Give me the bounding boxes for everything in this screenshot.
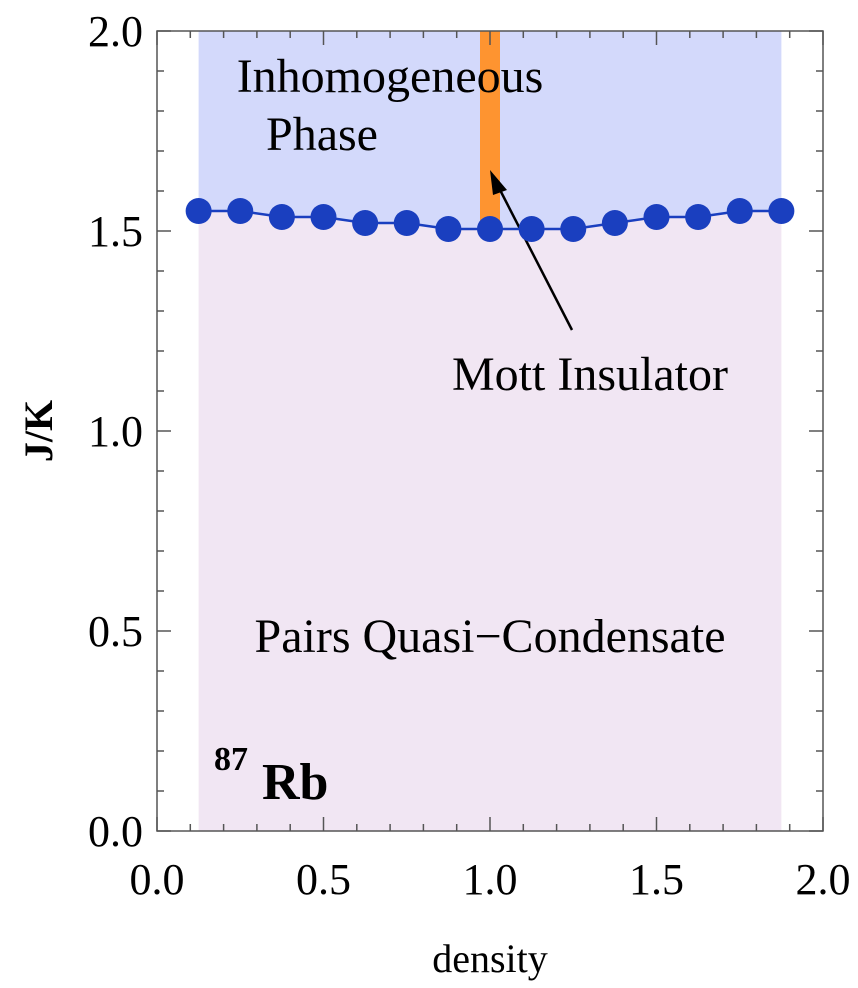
mott-insulator-arrow-shaft [496,185,574,331]
x-tick-label: 1.0 [463,855,518,904]
region-pairs-quasi-condensate [198,211,782,831]
mott-insulator-label: Mott Insulator [452,348,728,401]
boundary-point [643,204,670,230]
labels: Inhomogeneous Phase Pairs Quasi−Condensa… [16,50,728,981]
region-label-pairs-quasi-condensate: Pairs Quasi−Condensate [255,610,726,663]
x-tick-label: 0.5 [296,855,351,904]
mott-insulator-layer [480,31,574,331]
mott-insulator-arrow-head [490,170,507,195]
region-label-inhomogeneous-line2: Phase [266,108,378,161]
y-axis-label: J/K [16,400,61,462]
x-tick-label: 0.0 [130,855,185,904]
boundary-point [560,216,587,242]
x-tick-label: 2.0 [796,855,851,904]
y-tick-label: 0.5 [88,607,143,656]
boundary-point [726,198,753,224]
region-label-inhomogeneous-line1: Inhomogeneous [237,50,544,103]
boundary-point [435,216,462,242]
x-axis-label: density [432,936,548,981]
y-tick-label: 2.0 [88,7,143,56]
boundary-point [601,210,628,236]
boundary-point [227,198,254,224]
y-tick-label: 0.0 [88,807,143,856]
boundary-point [268,204,295,230]
boundary-point [185,198,212,224]
boundary-point [310,204,337,230]
boundary-point [393,210,420,236]
boundary-series [185,198,795,242]
x-tick-label: 1.5 [629,855,684,904]
boundary-point [477,216,503,242]
ticks: 0.0 0.5 1.0 1.5 2.0 0.0 0.5 1.0 1.5 2.0 [88,7,851,904]
boundary-point [518,216,545,242]
boundary-point [768,198,795,224]
element-mass-number: 87 [214,741,248,778]
boundary-point [352,210,379,236]
element-symbol: Rb [262,754,328,811]
y-tick-label: 1.5 [88,207,143,256]
boundary-point [685,204,712,230]
y-tick-label: 1.0 [88,407,143,456]
element-label: 87 Rb [214,741,328,811]
